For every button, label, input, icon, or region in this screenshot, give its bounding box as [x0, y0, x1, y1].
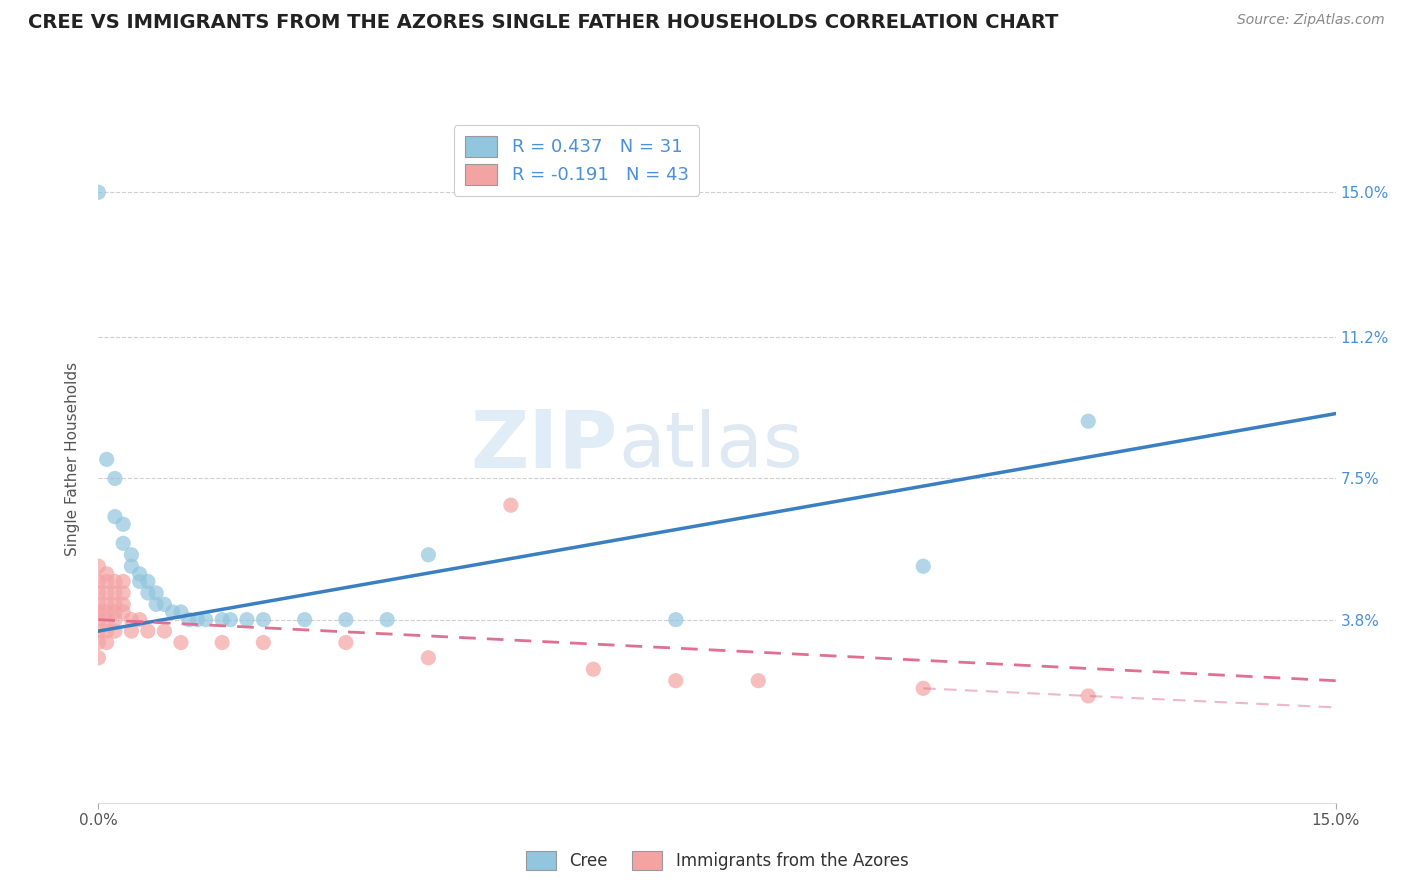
Point [136, 574, 159, 589]
Point [104, 613, 127, 627]
Point [104, 509, 127, 524]
Point [153, 598, 176, 612]
Point [120, 559, 142, 574]
Point [96, 635, 118, 649]
Point [1077, 689, 1099, 703]
Point [104, 624, 127, 639]
Point [128, 613, 150, 627]
Point [145, 586, 167, 600]
Y-axis label: Single Father Households: Single Father Households [65, 362, 80, 557]
Point [120, 548, 142, 562]
Point [87, 613, 110, 627]
Point [252, 613, 274, 627]
Point [170, 605, 193, 619]
Point [96, 586, 118, 600]
Point [211, 613, 233, 627]
Point [96, 574, 118, 589]
Point [120, 624, 142, 639]
Point [112, 536, 135, 550]
Point [335, 635, 357, 649]
Point [294, 613, 316, 627]
Point [136, 624, 159, 639]
Point [153, 624, 176, 639]
Point [665, 613, 688, 627]
Point [87, 650, 110, 665]
Point [136, 586, 159, 600]
Point [104, 598, 127, 612]
Point [186, 613, 208, 627]
Point [96, 452, 118, 467]
Point [145, 598, 167, 612]
Point [87, 598, 110, 612]
Point [112, 605, 135, 619]
Point [170, 635, 193, 649]
Point [87, 559, 110, 574]
Point [128, 574, 150, 589]
Point [104, 605, 127, 619]
Point [211, 635, 233, 649]
Point [120, 613, 142, 627]
Point [219, 613, 242, 627]
Point [194, 613, 217, 627]
Point [104, 574, 127, 589]
Point [87, 624, 110, 639]
Text: ZIP: ZIP [471, 407, 619, 484]
Point [665, 673, 688, 688]
Text: Source: ZipAtlas.com: Source: ZipAtlas.com [1237, 13, 1385, 28]
Point [112, 598, 135, 612]
Point [87, 186, 110, 200]
Point [112, 574, 135, 589]
Point [582, 662, 605, 676]
Point [104, 471, 127, 485]
Point [128, 566, 150, 581]
Point [375, 613, 398, 627]
Point [112, 586, 135, 600]
Point [96, 624, 118, 639]
Point [499, 498, 522, 512]
Legend: Cree, Immigrants from the Azores: Cree, Immigrants from the Azores [519, 845, 915, 877]
Point [87, 605, 110, 619]
Point [87, 574, 110, 589]
Point [912, 681, 935, 696]
Point [335, 613, 357, 627]
Point [162, 605, 184, 619]
Text: CREE VS IMMIGRANTS FROM THE AZORES SINGLE FATHER HOUSEHOLDS CORRELATION CHART: CREE VS IMMIGRANTS FROM THE AZORES SINGL… [28, 13, 1059, 32]
Point [87, 635, 110, 649]
Text: atlas: atlas [619, 409, 803, 483]
Point [747, 673, 769, 688]
Point [1077, 414, 1099, 428]
Point [236, 613, 259, 627]
Point [96, 605, 118, 619]
Point [96, 566, 118, 581]
Point [87, 586, 110, 600]
Point [418, 650, 440, 665]
Point [104, 586, 127, 600]
Point [252, 635, 274, 649]
Point [96, 598, 118, 612]
Point [96, 613, 118, 627]
Point [112, 517, 135, 532]
Point [418, 548, 440, 562]
Point [912, 559, 935, 574]
Point [179, 613, 201, 627]
